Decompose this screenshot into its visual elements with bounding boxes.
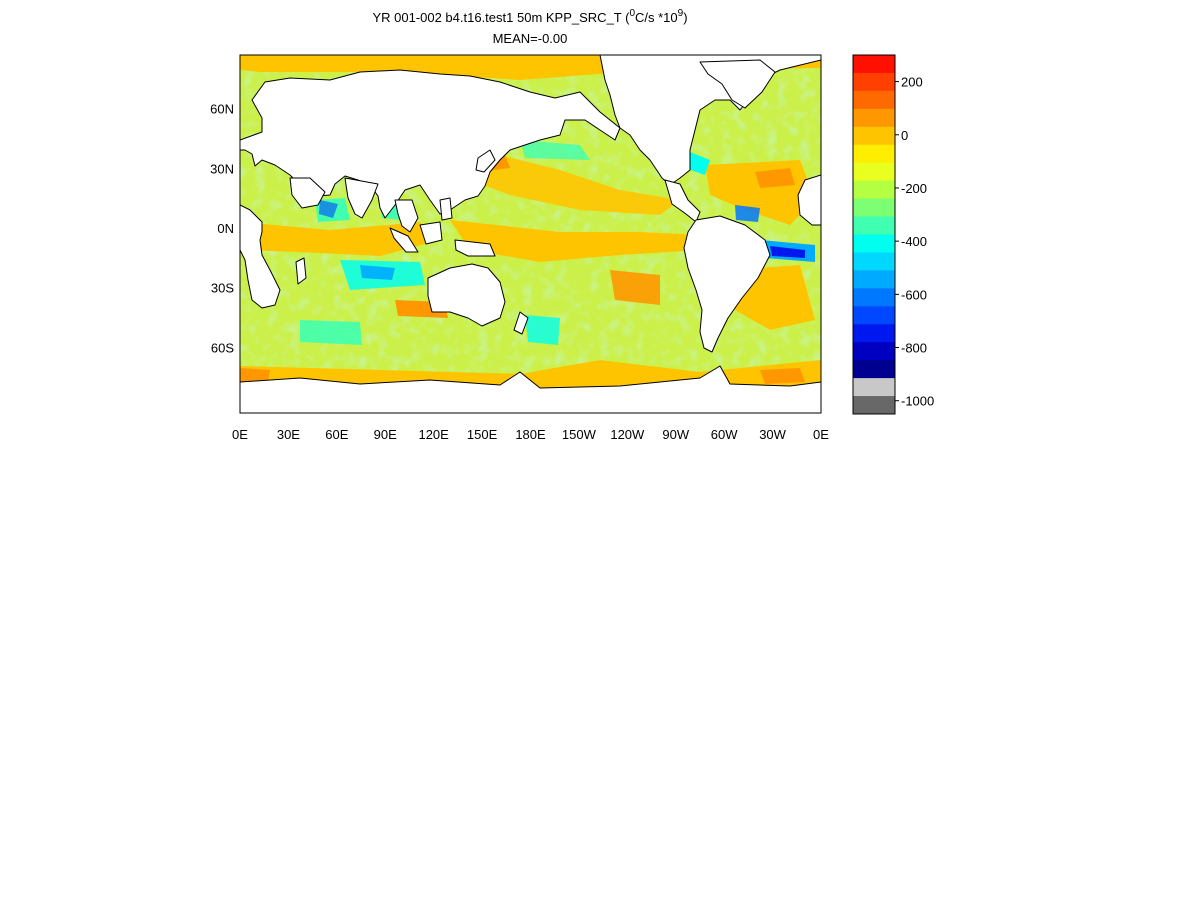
colorbar-swatch <box>853 198 895 218</box>
land-indochina <box>394 199 419 233</box>
land-borneo <box>419 221 443 245</box>
colorbar-swatch <box>853 126 895 146</box>
colorbar-swatch <box>853 360 895 379</box>
land-antarctica <box>240 365 821 413</box>
land-madagascar <box>295 257 307 285</box>
colorbar-frame <box>852 54 896 415</box>
north-pacific-gyre <box>470 150 680 215</box>
land-japan <box>475 149 496 173</box>
x-tick-label: 60E <box>325 427 348 442</box>
colorbar-swatch <box>853 324 895 343</box>
y-tick-label: 30S <box>211 281 234 296</box>
western-indian-low <box>319 200 338 218</box>
colorbar-label: 200 <box>901 75 923 90</box>
y-tick-label: 30N <box>210 161 234 176</box>
southern-orange-patch <box>240 368 270 382</box>
colorbar-swatch <box>853 378 895 397</box>
colorbar-swatch <box>853 342 895 361</box>
tropical-atlantic-low <box>735 205 760 222</box>
exponent-superscript: 9 <box>678 8 684 19</box>
north-pacific-cyan <box>520 140 590 160</box>
land-greenland <box>699 59 776 109</box>
colorbar-label: -600 <box>901 287 927 302</box>
y-tick-label: 0N <box>217 221 234 236</box>
map-subtitle: MEAN=-0.00 <box>493 31 568 46</box>
x-tick-label: 150W <box>562 427 597 442</box>
land-africa <box>240 204 281 309</box>
land-masses <box>240 55 821 413</box>
colorbar-swatch <box>853 108 895 128</box>
x-tick-label: 60W <box>711 427 738 442</box>
x-tick-label: 150E <box>467 427 498 442</box>
weddell-orange <box>760 368 805 384</box>
land-india <box>344 177 379 219</box>
colorbar-swatch <box>853 270 895 289</box>
equatorial-indian-band <box>240 222 440 256</box>
x-tick-label: 30W <box>759 427 786 442</box>
x-tick-label: 0E <box>813 427 829 442</box>
colorbar-label: -800 <box>901 341 927 356</box>
colorbar-swatch <box>853 72 895 92</box>
colorbar-swatch <box>853 396 895 415</box>
equatorial-pacific-band <box>450 220 700 262</box>
colorbar <box>852 54 896 415</box>
southern-indian-low <box>300 320 362 345</box>
x-tick-label: 90W <box>662 427 689 442</box>
colorbar-swatch <box>853 288 895 307</box>
land-philippines <box>439 197 453 221</box>
y-axis: 60N 30N 0N 30S 60S <box>210 102 234 356</box>
colorbar-swatch <box>853 216 895 235</box>
colorbar-label: 0 <box>901 128 908 143</box>
gulf-stream-low <box>685 150 710 175</box>
x-tick-label: 180E <box>515 427 546 442</box>
land-central-america <box>664 179 701 223</box>
land-arabia <box>289 177 326 209</box>
colorbar-label: -200 <box>901 181 927 196</box>
x-axis: 0E 30E 60E 90E 120E 150E 180E 150W 120W 90W 60W 30W… <box>232 427 829 442</box>
map-panel <box>240 55 821 413</box>
land-new-zealand <box>513 311 529 335</box>
x-tick-label: 120W <box>610 427 645 442</box>
land-australia <box>427 263 506 327</box>
north-atlantic-orange <box>755 168 795 188</box>
land-sumatra <box>389 227 419 253</box>
degree-superscript: 0 <box>629 8 635 19</box>
colorbar-swatch <box>853 55 895 74</box>
colorbar-swatch <box>853 252 895 271</box>
atlantic-equatorial-deep <box>770 246 805 258</box>
colorbar-swatch <box>853 306 895 325</box>
y-tick-label: 60S <box>211 340 234 355</box>
colorbar-swatch <box>853 90 895 110</box>
south-pacific-orange <box>610 270 660 305</box>
colorbar-swatch <box>853 162 895 182</box>
x-tick-label: 30E <box>277 427 300 442</box>
colorbar-label: -400 <box>901 234 927 249</box>
x-tick-label: 0E <box>232 427 248 442</box>
map-title: YR 001-002 b4.t16.test1 50m KPP_SRC_T (0… <box>372 8 687 25</box>
map-frame <box>239 54 822 414</box>
land-africa-west <box>797 174 821 226</box>
colorbar-swatch <box>853 144 895 164</box>
y-tick-label: 60N <box>210 102 234 117</box>
land-new-guinea <box>454 239 496 257</box>
x-tick-label: 90E <box>374 427 397 442</box>
x-tick-label: 120E <box>418 427 449 442</box>
colorbar-swatch <box>853 180 895 200</box>
colorbar-labels: 200 0 -200 -400 -600 -800 -1000 <box>895 75 934 409</box>
land-south-america <box>683 215 771 353</box>
indian-ocean-deep-low <box>360 265 395 280</box>
colorbar-label: -1000 <box>901 394 934 409</box>
south-pacific-low <box>525 315 560 345</box>
colorbar-swatch <box>853 234 895 253</box>
